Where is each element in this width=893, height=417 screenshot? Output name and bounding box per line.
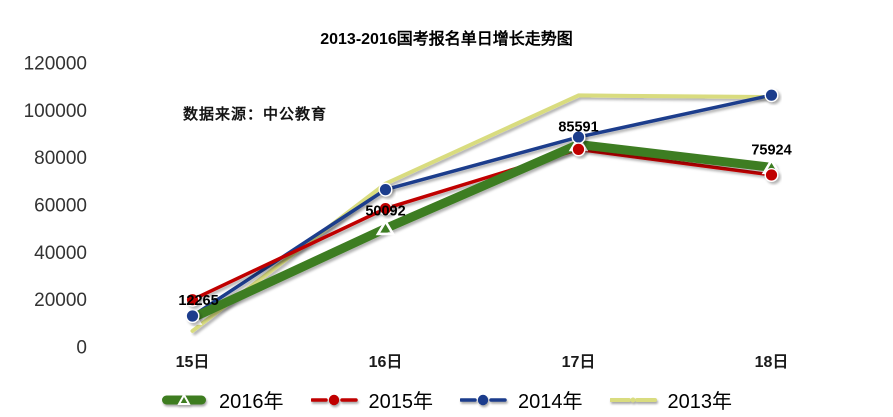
series-line-2016年	[188, 139, 776, 323]
series-line-2014年	[190, 93, 774, 318]
marker-dot-2014年	[378, 182, 393, 197]
data-label: 50092	[365, 203, 405, 219]
legend-sample-2014-icon	[460, 394, 507, 405]
y-tick-label: 0	[76, 338, 87, 359]
series-line-2015年	[190, 147, 774, 302]
y-tick-label: 20000	[34, 290, 87, 311]
legend-item-2013: 2013年	[609, 385, 733, 414]
legend-label-2016: 2016年	[219, 391, 284, 413]
y-tick-label: 40000	[34, 243, 87, 264]
marker-dot-2015年	[764, 167, 779, 182]
legend-label-2014: 2014年	[518, 391, 583, 413]
legend-sample-2015-icon	[310, 394, 358, 405]
legend-item-2014: 2014年	[460, 385, 583, 414]
series-line-2013年	[190, 93, 774, 333]
x-tick-label: 17日	[562, 353, 596, 371]
marker-dot-2015年	[378, 201, 393, 216]
legend-item-2015: 2015年	[310, 385, 434, 414]
x-tick-label: 18日	[755, 353, 789, 371]
legend-sample-2016-icon	[162, 392, 206, 405]
legend-item-2016: 2016年	[161, 385, 284, 414]
legend-label-2013: 2013年	[667, 391, 733, 413]
legend-label-2015: 2015年	[368, 391, 434, 413]
y-tick-label: 100000	[24, 101, 87, 122]
data-label: 75924	[751, 142, 791, 158]
y-tick-label: 80000	[34, 148, 87, 169]
data-label: 12265	[178, 293, 218, 309]
marker-triangle-2016年	[375, 218, 396, 236]
source-note: 数据来源：中公教育	[183, 106, 328, 123]
line-chart-plot: 0 20000 40000 60000 80000 100000 120000 15日 16日 1…	[24, 54, 868, 371]
legend: 2016年 2015年 2014年 2013年	[0, 385, 893, 414]
marker-dot-2015年	[571, 142, 586, 157]
x-tick-label: 16日	[369, 353, 403, 371]
marker-dot-2014年	[185, 308, 200, 323]
chart-title: 2013-2016国考报名单日增长走势图	[320, 31, 573, 48]
marker-dot-2015年	[185, 292, 200, 307]
y-tick-label: 60000	[34, 196, 87, 217]
data-label: 85591	[558, 119, 598, 135]
x-tick-label: 15日	[176, 353, 210, 371]
legend-sample-2013-icon	[609, 397, 657, 402]
marker-dot-2014年	[764, 88, 779, 103]
y-tick-label: 120000	[24, 54, 87, 75]
